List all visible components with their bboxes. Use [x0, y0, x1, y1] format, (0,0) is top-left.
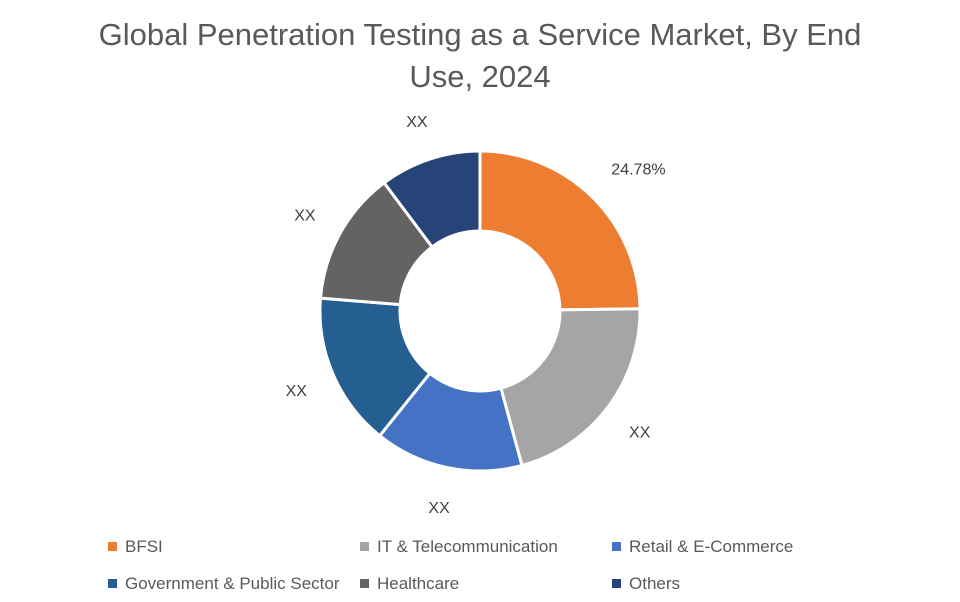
data-label-others: XX — [406, 114, 428, 131]
legend-row: Government & Public Sector Healthcare Ot… — [108, 565, 868, 602]
legend-entry-it-telecom: IT & Telecommunication — [360, 537, 612, 557]
legend-label-retail: Retail & E-Commerce — [629, 536, 794, 556]
data-label-retail: XX — [428, 500, 450, 517]
legend-swatch-retail — [612, 542, 621, 551]
legend-label-bfsi: BFSI — [125, 536, 163, 556]
legend-entry-others: Others — [612, 574, 862, 594]
data-label-it-telecom: XX — [629, 424, 651, 441]
data-label-government: XX — [286, 383, 308, 400]
legend-swatch-others — [612, 579, 621, 588]
donut-slice-bfsi — [478, 149, 642, 312]
legend-swatch-government — [108, 579, 117, 588]
legend-label-government: Government & Public Sector — [125, 573, 340, 593]
legend-entry-government: Government & Public Sector — [108, 574, 360, 594]
data-label-bfsi: 24.78% — [611, 162, 665, 179]
legend-swatch-bfsi — [108, 542, 117, 551]
legend-row: BFSI IT & Telecommunication Retail & E-C… — [108, 528, 868, 565]
legend-entry-healthcare: Healthcare — [360, 574, 612, 594]
legend-label-it-telecom: IT & Telecommunication — [377, 536, 558, 556]
data-label-healthcare: XX — [294, 207, 316, 224]
legend-entry-bfsi: BFSI — [108, 537, 360, 557]
legend-label-healthcare: Healthcare — [377, 573, 460, 593]
chart-title: Global Penetration Testing as a Service … — [98, 17, 862, 94]
donut-labels: 24.78% XX XX XX XX XX — [286, 114, 666, 517]
donut-slice-others — [382, 149, 482, 250]
legend-swatch-it-telecom — [360, 542, 369, 551]
donut-slices — [318, 149, 642, 473]
legend-swatch-healthcare — [360, 579, 369, 588]
legend-entry-retail: Retail & E-Commerce — [612, 537, 862, 557]
legend: BFSI IT & Telecommunication Retail & E-C… — [108, 528, 868, 602]
legend-label-others: Others — [629, 573, 681, 593]
donut-slice-it-telecom — [499, 307, 642, 468]
